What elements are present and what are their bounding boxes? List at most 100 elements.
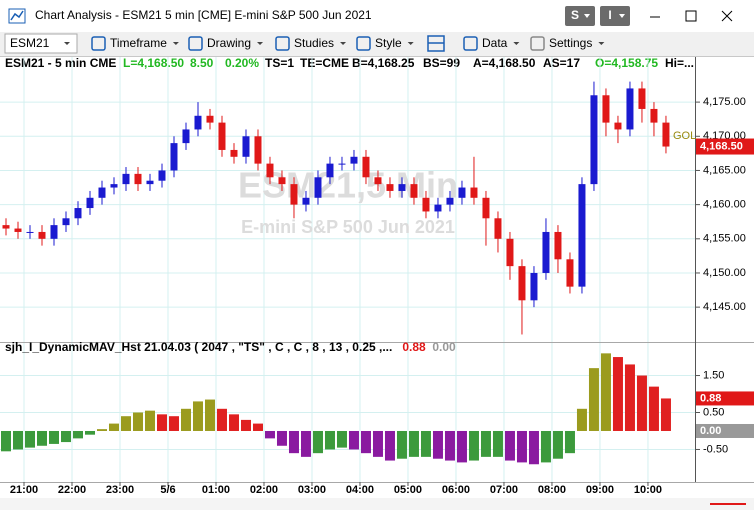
readout-marker <box>696 391 754 406</box>
toolbar-item[interactable]: Studies <box>294 36 334 50</box>
histogram-bar <box>564 430 575 454</box>
candle-body <box>290 184 298 205</box>
s-button[interactable] <box>565 6 595 26</box>
histogram-bar <box>288 430 299 454</box>
histogram-bar <box>408 430 419 457</box>
info-item: 0.20% <box>225 56 259 70</box>
toolbar-arrow <box>407 42 414 45</box>
histogram-bar <box>420 430 431 457</box>
readout-marker <box>696 423 754 438</box>
readout-marker-label: 0.88 <box>700 392 721 404</box>
candle-body <box>38 231 46 239</box>
histogram-bar <box>24 430 35 448</box>
toolbar-item[interactable]: Timeframe <box>110 36 167 50</box>
symbol-box[interactable] <box>4 33 78 54</box>
x-tick-label: 23:00 <box>106 484 134 496</box>
candle-body <box>314 177 322 198</box>
toolbar-arrow <box>598 42 605 45</box>
histogram-bar <box>552 430 563 459</box>
i-button[interactable] <box>600 6 630 26</box>
histogram-bar <box>348 430 359 450</box>
y-tick-label: 4,160.00 <box>703 199 746 211</box>
info-item: B=4,168.25 <box>352 56 415 70</box>
candle-body <box>494 218 502 239</box>
info-item: L=4,168.50 <box>123 56 184 70</box>
candle-body <box>254 136 262 164</box>
watermark: E-mini S&P 500 Jun 2021 <box>241 217 455 237</box>
histogram-bar <box>252 423 263 431</box>
candle-body <box>614 122 622 130</box>
candle-body <box>230 149 238 157</box>
histogram-bar <box>276 430 287 446</box>
candle-body <box>410 184 418 198</box>
scroll-strip <box>0 498 754 510</box>
candle-body <box>218 122 226 150</box>
candle-body <box>350 156 358 164</box>
histogram-bar <box>36 430 47 446</box>
x-tick-label: 07:00 <box>490 484 518 496</box>
candle-body <box>122 173 130 185</box>
toolbar-item[interactable]: Data <box>482 36 508 50</box>
toolbar-arrow <box>513 42 520 45</box>
candle-body <box>74 208 82 219</box>
toolbar-item[interactable]: Drawing <box>207 36 251 50</box>
toolbar-item[interactable]: Style <box>375 36 402 50</box>
candle-body <box>386 184 394 191</box>
histogram-bar <box>516 430 527 463</box>
histogram-bar <box>216 408 227 431</box>
maximize-button[interactable] <box>685 10 697 22</box>
histogram-bar <box>480 430 491 457</box>
candle-body <box>650 108 658 123</box>
x-tick-label: 04:00 <box>346 484 374 496</box>
candle-body <box>338 163 346 165</box>
histogram-bar <box>528 430 539 465</box>
histogram-bar <box>468 430 479 461</box>
histogram-bar <box>300 430 311 457</box>
readout-marker-label: 0.00 <box>700 425 721 437</box>
candle-body <box>110 184 118 188</box>
histogram-bar <box>48 430 59 444</box>
histogram-bar <box>192 401 203 431</box>
i-button-arrow <box>619 14 625 18</box>
histogram-bar <box>132 412 143 431</box>
histogram-bar <box>492 430 503 457</box>
candle-body <box>506 238 514 267</box>
candle-body <box>518 266 526 301</box>
candle-body <box>482 197 490 219</box>
histogram-bar <box>432 430 443 459</box>
watermark: ESM21,5 Min <box>238 165 458 206</box>
candle-body <box>134 173 142 185</box>
y-tick-label: 4,155.00 <box>703 233 746 245</box>
histogram-bar <box>540 430 551 463</box>
candle-body <box>374 177 382 185</box>
info-item: AS=17 <box>543 56 580 70</box>
candle-body <box>446 197 454 205</box>
x-tick-label: 22:00 <box>58 484 86 496</box>
candle-body <box>626 88 634 130</box>
x-tick-label: 01:00 <box>202 484 230 496</box>
histogram-bar <box>84 430 95 435</box>
y-tick-label: 4,150.00 <box>703 267 746 279</box>
candle-body <box>578 184 586 287</box>
candle-body <box>554 231 562 260</box>
candle-body <box>566 259 574 287</box>
candle-body <box>26 231 34 233</box>
histogram-bar <box>240 419 251 431</box>
candle-body <box>86 197 94 209</box>
histogram-bar <box>168 416 179 431</box>
indicator-readout: 0.88 <box>402 340 426 354</box>
close-button[interactable] <box>721 10 733 22</box>
toolbar-icon <box>91 36 106 51</box>
toolbar-item[interactable]: Settings <box>549 36 592 50</box>
candle-body <box>362 156 370 178</box>
candle-body <box>602 95 610 123</box>
histogram-bar <box>12 430 23 450</box>
info-item: BS=99 <box>423 56 460 70</box>
histogram-bar <box>204 399 215 431</box>
histogram-bar <box>624 364 635 431</box>
x-tick-label: 02:00 <box>250 484 278 496</box>
x-tick-label: 21:00 <box>10 484 38 496</box>
last-price-label: 4,168.50 <box>700 140 743 152</box>
info-item: O=4,158.75 <box>595 56 658 70</box>
